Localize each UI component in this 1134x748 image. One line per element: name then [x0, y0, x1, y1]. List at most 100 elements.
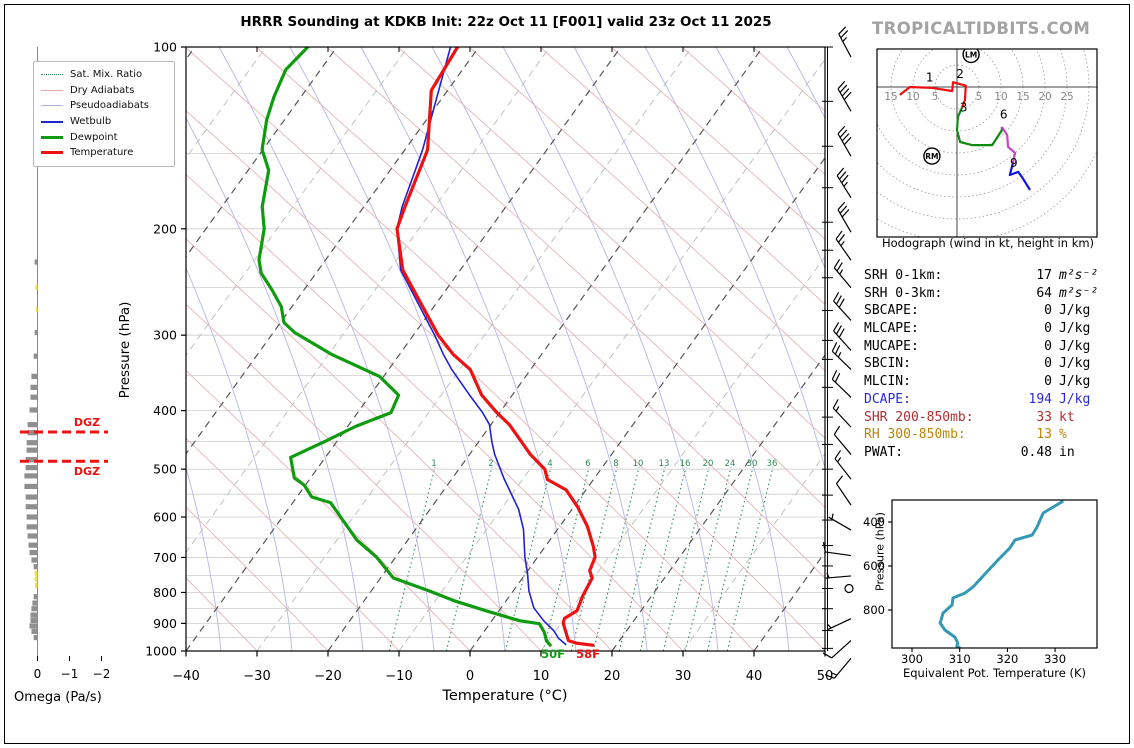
barb-feather-half — [831, 513, 834, 520]
wind-barb — [833, 322, 852, 351]
stat-value: 0 — [1044, 338, 1052, 354]
barb-feather-full — [838, 171, 847, 180]
dry-adiabat-line — [326, 47, 825, 508]
barb-feather-full — [838, 234, 845, 243]
barb-staff — [833, 657, 852, 679]
barb-staff — [825, 575, 852, 579]
theta-e-curve — [938, 500, 1064, 648]
barb-staff — [835, 483, 852, 506]
dgz-label: DGZ — [74, 465, 100, 478]
barb-feather-half — [835, 406, 840, 412]
hodo-height-label: 1 — [926, 71, 934, 85]
isotherm-line — [256, 47, 693, 651]
barb-feather-full — [839, 129, 848, 138]
legend-item-label: Temperature — [70, 147, 134, 159]
barb-staff — [837, 133, 852, 157]
isotherm-line — [186, 47, 480, 455]
mixing-ratio-label: 10 — [633, 459, 644, 469]
barb-feather-half — [843, 181, 848, 187]
dry-adiabat-line — [186, 173, 684, 651]
pressure-tick-label: 400 — [153, 403, 177, 418]
barb-feather-full — [834, 450, 842, 460]
temperature-tick-label: 20 — [604, 669, 621, 684]
omega-bar — [29, 407, 38, 413]
hodo-ring-label: 15 — [1016, 91, 1029, 103]
stat-value: 0.48 — [1020, 444, 1052, 460]
pseudoadiabat-line — [502, 47, 719, 651]
barb-feather-full — [837, 201, 846, 211]
stat-unit: J/kg — [1059, 321, 1091, 337]
omega-bar — [31, 557, 38, 563]
pseudoadiabat-line — [644, 47, 825, 470]
dry-adiabat-line — [186, 303, 542, 651]
barb-feather-full — [843, 91, 852, 101]
temperature-tick-label: 0 — [466, 669, 474, 684]
omega-tick-label: 0 — [34, 667, 42, 681]
hodo-ring-label: 10 — [994, 91, 1007, 103]
barb-feather-full — [839, 205, 848, 214]
omega-bar — [29, 549, 38, 556]
barb-staff — [835, 238, 852, 261]
barb-staff — [831, 378, 852, 398]
wind-barb — [837, 125, 852, 157]
temperature-curve — [395, 47, 597, 647]
barb-feather-half — [826, 623, 832, 629]
mixing-ratio-label: 4 — [547, 459, 552, 469]
theta-e-x-tick-label: 300 — [901, 652, 923, 666]
omega-bar — [30, 612, 38, 618]
stat-unit: % — [1059, 427, 1067, 443]
omega-bar — [33, 594, 38, 600]
wind-barb — [838, 26, 852, 58]
stat-unit: J/kg — [1059, 391, 1091, 407]
temperature-tick-label: 30 — [675, 669, 692, 684]
isotherm-line — [469, 156, 825, 651]
stat-unit: m²s⁻² — [1059, 285, 1099, 301]
pressure-tick-label: 600 — [153, 510, 177, 525]
pseudoadiabat-line — [360, 47, 577, 651]
isotherm-line — [186, 47, 622, 651]
legend-line-sample — [41, 135, 63, 139]
wind-barb — [834, 450, 852, 480]
barb-feather-full — [832, 399, 839, 409]
pressure-tick-label: 100 — [153, 40, 177, 55]
barb-feather-half — [826, 572, 830, 579]
barb-feather-full — [833, 259, 841, 269]
legend-item-label: Pseudoadiabats — [70, 100, 150, 112]
omega-bar — [27, 430, 38, 436]
wetbulb-curve — [396, 47, 567, 646]
barb-feather-full — [824, 673, 835, 679]
stats-panel: SRH 0-1km: 17 m²s⁻² SRH 0-3km: 64 m²s⁻² SBCAPE… — [864, 268, 1114, 463]
wind-barb — [836, 167, 852, 199]
omega-bar — [28, 542, 38, 548]
pressure-tick-label: 700 — [153, 550, 177, 565]
dry-adiabat-line — [681, 47, 825, 176]
dry-adiabat-line — [186, 506, 329, 651]
stat-label: SHR 200-850mb: — [864, 409, 974, 425]
barb-feather-full — [835, 230, 843, 240]
mixing-ratio-line — [445, 466, 493, 651]
barb-feather-full — [841, 174, 849, 184]
hodo-marker-circle — [962, 49, 980, 64]
mixing-ratio-label: 2 — [488, 459, 493, 469]
legend-line-sample — [41, 105, 63, 107]
hodo-height-label: 9 — [1010, 156, 1018, 170]
hodo-ring-label: 15 — [884, 91, 897, 103]
barb-feather-full — [833, 425, 841, 435]
barb-feather-full — [843, 136, 852, 146]
sounding-profiles — [257, 47, 597, 647]
stat-value: 0 — [1044, 303, 1052, 319]
omega-bar — [34, 582, 38, 589]
wind-barb — [825, 572, 852, 579]
barb-feather-full — [838, 298, 845, 308]
stat-value: 33 — [1036, 409, 1052, 425]
theta-e-y-tick-label: 600 — [863, 559, 885, 573]
barb-staff — [833, 267, 852, 289]
barb-staff — [837, 88, 852, 112]
watermark-logo: TROPICALTIDBITS.COM — [872, 19, 1091, 38]
stat-unit: J/kg — [1059, 356, 1091, 372]
temperature-tick-label: 10 — [533, 669, 550, 684]
omega-bar — [30, 617, 38, 624]
hodo-marker-circle — [923, 147, 941, 165]
isotherm-line — [682, 453, 825, 651]
